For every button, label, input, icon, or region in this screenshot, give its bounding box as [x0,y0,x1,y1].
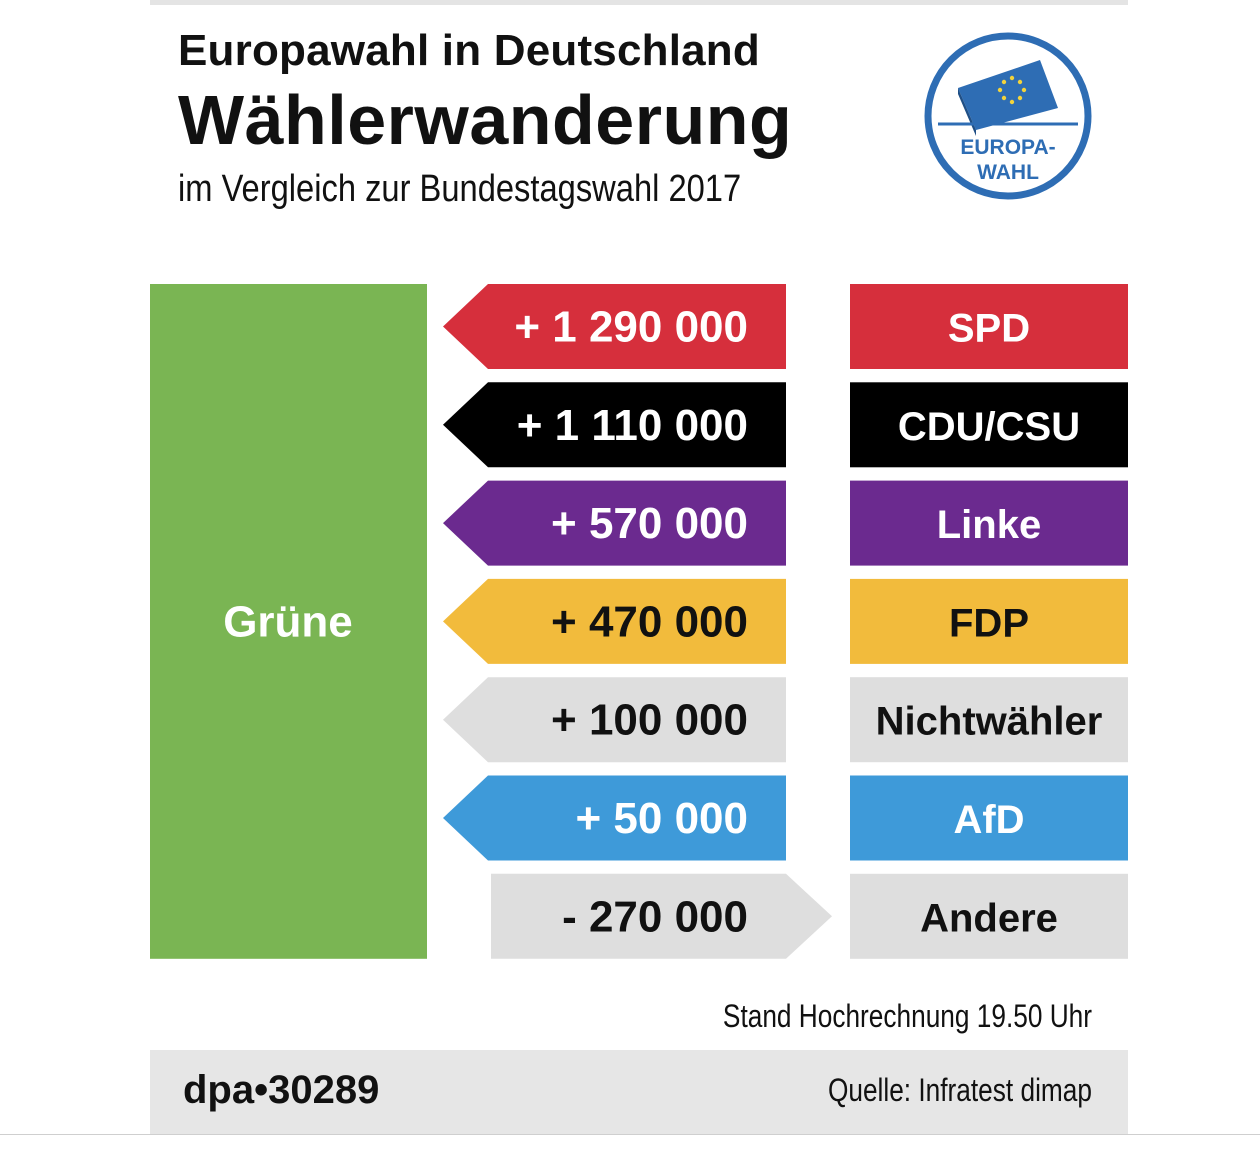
flow-value: + 1 290 000 [514,303,748,352]
flow-arrow [443,677,786,763]
party-label: FDP [949,601,1029,645]
flow-arrow [443,284,786,369]
party-label: SPD [948,307,1030,351]
logo-text-line2: WAHL [977,161,1039,184]
europawahl-logo: EUROPA- WAHL [924,32,1092,200]
flow-value: + 470 000 [551,597,748,646]
flow-value: + 50 000 [576,794,749,843]
flow-value: - 270 000 [562,892,748,941]
flow-arrow [491,873,832,959]
party-box [850,284,1128,369]
flow-arrow [443,775,786,861]
page-title: Europawahl in Deutschland [178,26,760,75]
flow-value: + 1 110 000 [517,401,748,450]
flow-arrow [443,578,786,664]
party-box [850,480,1128,566]
flow-value: + 100 000 [551,696,748,745]
party-box [850,677,1128,763]
flow-arrow [443,382,786,468]
subtitle: im Vergleich zur Bundestagswahl 2017 [178,168,742,210]
party-box [850,578,1128,664]
dpa-id: dpa•30289 [183,1068,380,1112]
party-label: AfD [953,798,1024,842]
target-label: Grüne [223,597,353,646]
footer-bar: dpa•30289 Quelle: Infratest dimap [150,1050,1128,1134]
source-credit: Quelle: Infratest dimap [828,1072,1092,1108]
ballot-box-eu-stars-icon [938,60,1078,136]
headline: Wählerwanderung [178,81,793,159]
flow-arrow [443,480,786,566]
party-label: Nichtwähler [876,700,1103,744]
logo-text-line1: EUROPA- [960,136,1055,159]
top-divider [150,0,1128,5]
party-label: Linke [937,503,1041,547]
party-label: Andere [920,896,1058,940]
target-block [150,284,427,959]
bottom-divider [0,1134,1260,1135]
status-note: Stand Hochrechnung 19.50 Uhr [722,998,1092,1034]
party-box [850,382,1128,468]
party-label: CDU/CSU [898,405,1080,449]
party-box [850,775,1128,861]
party-box [850,873,1128,959]
flow-value: + 570 000 [551,499,748,548]
